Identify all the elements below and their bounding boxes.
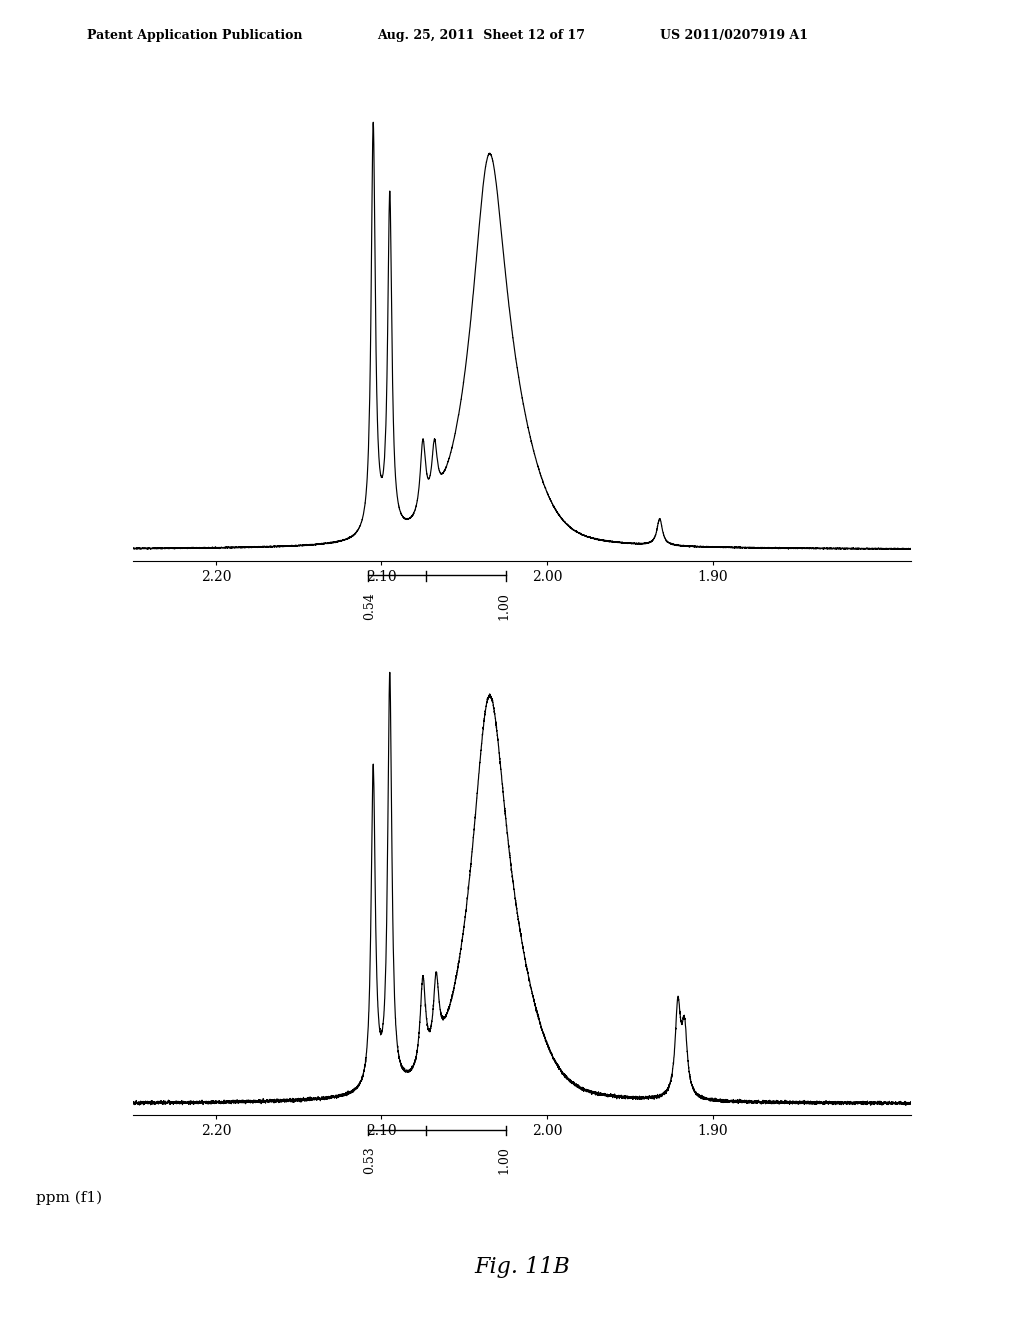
Text: 0.53: 0.53 [364,1146,377,1173]
Text: Patent Application Publication: Patent Application Publication [87,29,302,42]
Text: Fig. 11B: Fig. 11B [474,1257,570,1278]
Text: 0.54: 0.54 [364,591,377,619]
Text: ppm (f1): ppm (f1) [36,1191,102,1205]
Text: US 2011/0207919 A1: US 2011/0207919 A1 [660,29,809,42]
Text: 1.00: 1.00 [498,1146,511,1173]
Text: Aug. 25, 2011  Sheet 12 of 17: Aug. 25, 2011 Sheet 12 of 17 [377,29,585,42]
Text: 1.00: 1.00 [498,591,511,619]
Text: Fig. 11A: Fig. 11A [474,673,570,696]
